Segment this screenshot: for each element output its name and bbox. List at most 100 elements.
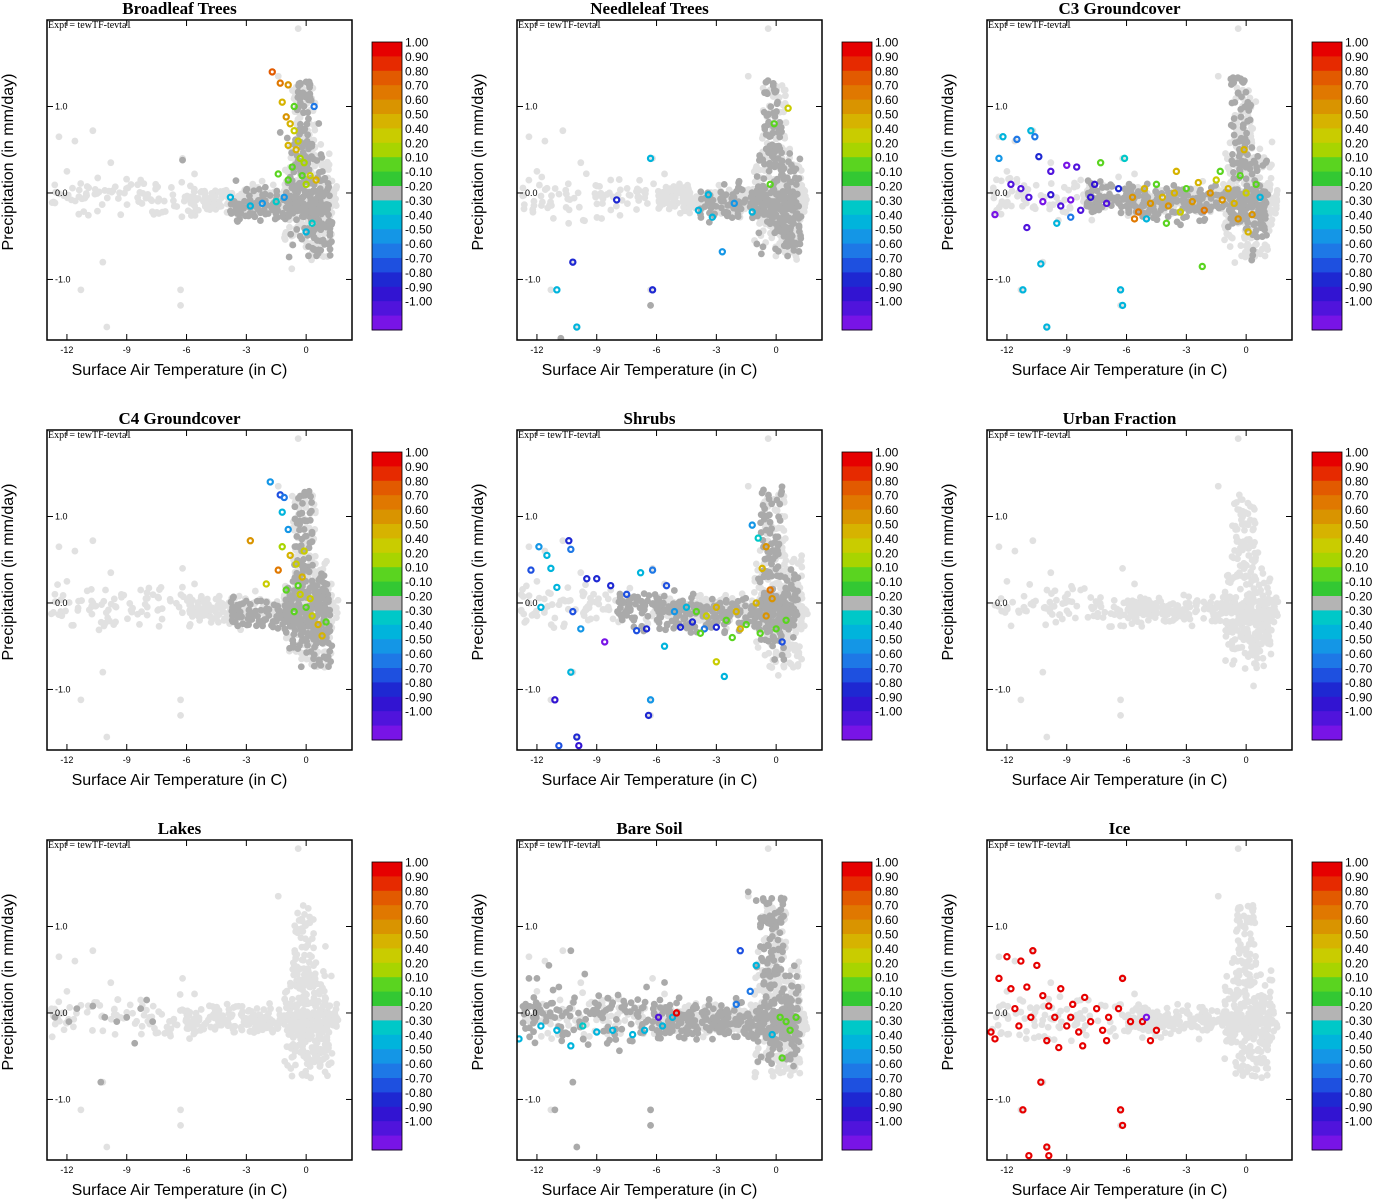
colorbar-frame (1311, 41, 1343, 331)
data-point (730, 199, 738, 208)
colorbar-label: -1.00 (1345, 295, 1373, 309)
background-point (317, 141, 325, 148)
data-point (1017, 184, 1025, 193)
neutral-point (296, 526, 303, 534)
background-point (1019, 202, 1026, 210)
neutral-point (767, 103, 775, 111)
background-point (311, 126, 319, 134)
background-point (1131, 170, 1138, 178)
background-point (52, 188, 60, 196)
data-point (1234, 215, 1242, 223)
x-tick-label: -9 (123, 345, 131, 355)
neutral-point (1242, 175, 1250, 183)
background-point (598, 215, 606, 222)
colorbar-swatch (1312, 272, 1342, 288)
neutral-point (1259, 212, 1267, 220)
neutral-point (295, 494, 302, 502)
neutral-point (1246, 116, 1254, 124)
colorbar-label: 0.40 (405, 122, 429, 136)
neutral-point (792, 239, 800, 247)
background-point (160, 197, 168, 205)
colorbar-label: 1.00 (875, 36, 899, 50)
background-point (615, 176, 623, 183)
neutral-point (1185, 207, 1193, 214)
neutral-point (284, 617, 292, 625)
data-point (284, 525, 292, 534)
background-point (623, 185, 631, 192)
background-point (587, 594, 594, 602)
neutral-point (254, 612, 261, 620)
colorbar-label: 0.10 (1345, 151, 1369, 165)
background-point (288, 265, 296, 273)
background-point (636, 176, 643, 184)
neutral-point (738, 186, 746, 194)
colorbar-swatch (1312, 171, 1342, 187)
background-point (1222, 150, 1229, 157)
background-point (551, 185, 559, 192)
neutral-point (753, 173, 761, 180)
background-point (577, 159, 585, 167)
neutral-point (1084, 177, 1092, 185)
data-point (1188, 197, 1197, 206)
colorbar-swatch (372, 466, 402, 482)
data-point (1140, 184, 1149, 193)
data-point (322, 618, 330, 626)
background-point (102, 586, 109, 594)
colorbar-swatch (372, 42, 402, 57)
background-point (1268, 199, 1276, 207)
data-point (1240, 146, 1248, 154)
background-point (547, 286, 555, 294)
background-point (167, 597, 174, 605)
neutral-point (242, 597, 250, 605)
background-point (155, 622, 163, 630)
colorbar-label: -0.60 (1345, 237, 1373, 251)
neutral-point (308, 530, 316, 538)
neutral-point (1119, 195, 1127, 203)
colorbar-frame (371, 451, 403, 741)
data-point (1216, 167, 1224, 176)
neutral-point (263, 608, 270, 615)
colorbar-label: -0.20 (875, 180, 903, 194)
background-point (47, 610, 55, 618)
neutral-point (328, 219, 336, 226)
background-point (139, 189, 147, 197)
data-point (278, 98, 286, 106)
neutral-point (311, 198, 319, 206)
colorbar-swatch (1312, 200, 1342, 216)
neutral-point (761, 123, 769, 131)
background-point (725, 186, 733, 194)
background-point (269, 181, 277, 189)
data-point (308, 612, 316, 620)
background-point (564, 180, 572, 188)
neutral-point (770, 151, 777, 158)
background-point (104, 614, 112, 622)
data-point (1200, 206, 1208, 214)
neutral-point (326, 228, 334, 236)
neutral-point (795, 175, 803, 182)
neutral-point (250, 187, 258, 195)
colorbar-swatch (842, 157, 872, 173)
background-point (738, 590, 746, 598)
colorbar-swatch (372, 286, 402, 302)
neutral-point (757, 250, 765, 258)
background-point (258, 177, 266, 185)
colorbar-label: 0.90 (405, 460, 429, 474)
background-point (1237, 242, 1245, 249)
data-point (318, 632, 326, 640)
data-point (280, 193, 288, 201)
background-point (89, 127, 97, 135)
neutral-point (1173, 196, 1181, 204)
neutral-point (1114, 193, 1122, 201)
background-point (286, 223, 293, 231)
data-point (1096, 159, 1105, 167)
neutral-point (291, 200, 299, 208)
neutral-point (296, 120, 304, 128)
colorbar-label: -0.40 (405, 618, 433, 632)
data-point (302, 228, 310, 236)
data-point (1194, 178, 1203, 187)
neutral-point (1096, 178, 1104, 185)
colorbar-swatch (372, 142, 402, 158)
background-point (77, 180, 85, 187)
colorbar-label: 0.60 (405, 93, 429, 107)
neutral-point (778, 128, 785, 136)
